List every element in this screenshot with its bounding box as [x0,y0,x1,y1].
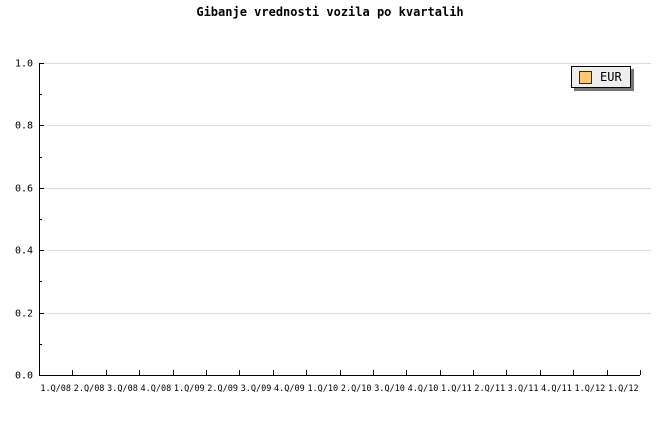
x-tick-label: 3.Q/11 [508,384,539,394]
x-tick-label: 3.Q/08 [107,384,138,394]
legend-swatch-eur [579,70,592,84]
x-tick-label: 4.Q/11 [541,384,572,394]
x-tick-label: 2.Q/08 [74,384,105,394]
x-tick-label: 2.Q/10 [341,384,372,394]
x-tick-label: 1.Q/08 [40,384,71,394]
chart-title: Gibanje vrednosti vozila po kvartalih [196,5,464,19]
y-tick-label: 0.8 [15,121,33,132]
x-tick-label: 1.Q/12 [575,384,606,394]
x-tick-label: 3.Q/10 [374,384,405,394]
x-tick-label: 2.Q/11 [474,384,505,394]
x-tick-label: 2.Q/09 [207,384,238,394]
y-tick-label: 0.0 [15,371,33,382]
x-tick-label: 1.Q/09 [174,384,205,394]
y-tick-label: 0.6 [15,184,33,195]
y-tick-label: 0.2 [15,309,33,320]
x-tick-label: 3.Q/09 [241,384,272,394]
y-tick-label: 1.0 [15,59,33,70]
x-tick-label: 4.Q/09 [274,384,305,394]
x-tick-label: 1.Q/10 [307,384,338,394]
x-tick-label: 1.Q/12 [608,384,639,394]
y-tick-label: 0.4 [15,246,33,257]
x-tick-label: 4.Q/10 [408,384,439,394]
x-tick-label: 4.Q/08 [141,384,172,394]
legend: EUR [571,66,631,88]
legend-label-eur: EUR [600,70,622,84]
x-tick-label: 1.Q/11 [441,384,472,394]
